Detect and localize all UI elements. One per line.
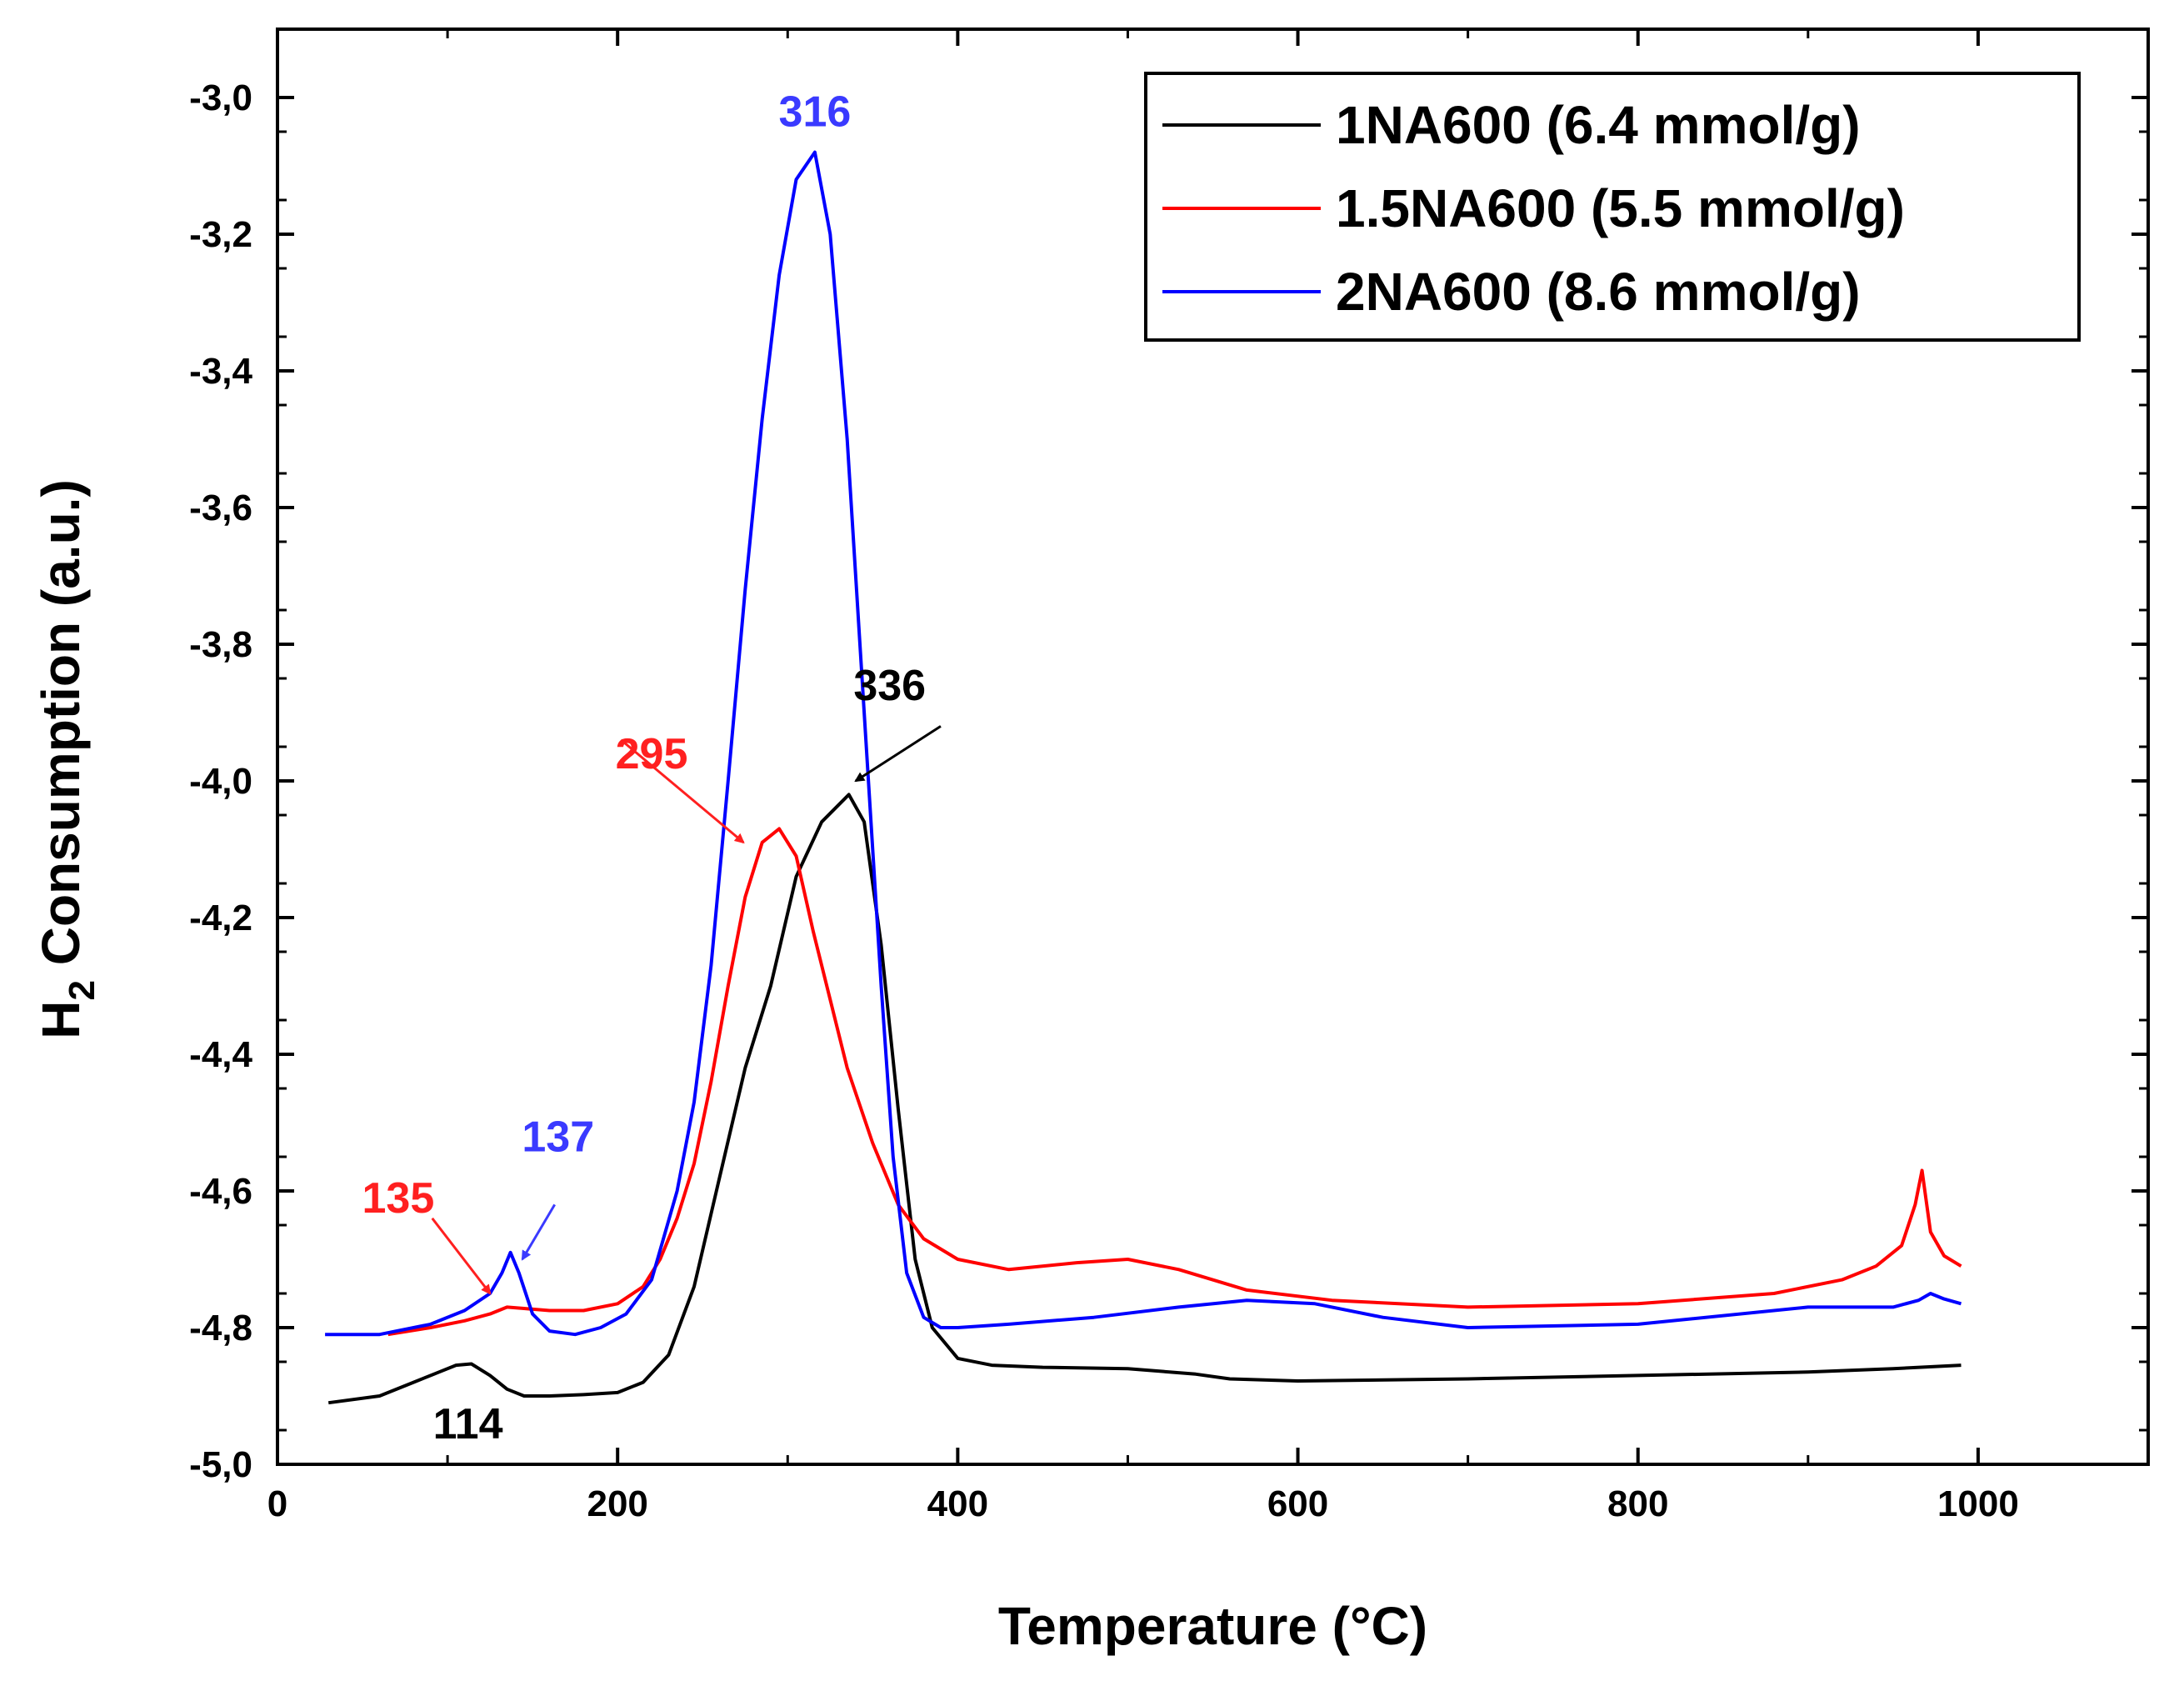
y-tick-label: -3,6	[189, 488, 252, 528]
series-line-1.5NA600	[387, 827, 1962, 1337]
x-tick-label: 800	[1607, 1483, 1668, 1524]
series-lines	[325, 150, 1962, 1405]
legend-label-1.5NA600: 1.5NA600 (5.5 mmol/g)	[1336, 178, 1905, 238]
annotation-316: 316	[779, 88, 852, 136]
annotation-arrow-137	[521, 1203, 556, 1261]
y-axis-title-rest: Consumption (a.u.)	[31, 479, 91, 980]
annotation-arrow-135	[431, 1217, 492, 1295]
annotation-336: 336	[853, 662, 926, 710]
annotations: 316 336 295 137 135 114	[362, 88, 942, 1448]
y-tick-label: -3,0	[189, 78, 252, 118]
x-tick-label: 200	[587, 1483, 647, 1524]
x-tick-label: 0	[267, 1483, 287, 1524]
annotation-arrow-295	[620, 738, 745, 844]
annotation-arrow-336	[854, 725, 942, 783]
y-tick-label: -4,0	[189, 761, 252, 802]
annotation-295: 295	[616, 730, 688, 778]
legend-label-1NA600: 1NA600 (6.4 mmol/g)	[1336, 95, 1861, 155]
y-tick-label: -4,6	[189, 1171, 252, 1212]
y-tick-label: -4,4	[189, 1034, 252, 1075]
annotation-135: 135	[362, 1174, 435, 1223]
y-tick-label: -3,4	[189, 351, 252, 392]
x-tick-label: 1000	[1937, 1483, 2019, 1524]
axis-ticks: 0 200 400 600 800 1000 -5,0 -4,8 -4,6 -4,4 -4,2 -4,…	[189, 29, 2148, 1524]
plot-frame	[276, 28, 2150, 1466]
y-tick-label: -5,0	[189, 1444, 252, 1485]
x-tick-label: 600	[1267, 1483, 1328, 1524]
legend: 1NA600 (6.4 mmol/g) 1.5NA600 (5.5 mmol/g…	[1144, 72, 2081, 342]
y-tick-label: -3,2	[189, 214, 252, 255]
y-axis-title-sub: 2	[62, 980, 102, 1000]
x-tick-label: 400	[927, 1483, 988, 1524]
x-axis-title: Temperature (°C)	[998, 1596, 1427, 1656]
series-line-1NA600	[327, 793, 1962, 1405]
legend-label-2NA600: 2NA600 (8.6 mmol/g)	[1336, 262, 1861, 322]
annotation-114: 114	[433, 1400, 503, 1448]
y-axis-title-main: H	[31, 1001, 91, 1039]
annotation-137: 137	[522, 1113, 594, 1161]
y-tick-label: -4,8	[189, 1308, 252, 1348]
y-axis-title: H2 Consumption (a.u.)	[31, 479, 102, 1039]
y-tick-label: -4,2	[189, 898, 252, 938]
series-line-2NA600	[325, 150, 1962, 1337]
y-tick-label: -3,8	[189, 624, 252, 665]
